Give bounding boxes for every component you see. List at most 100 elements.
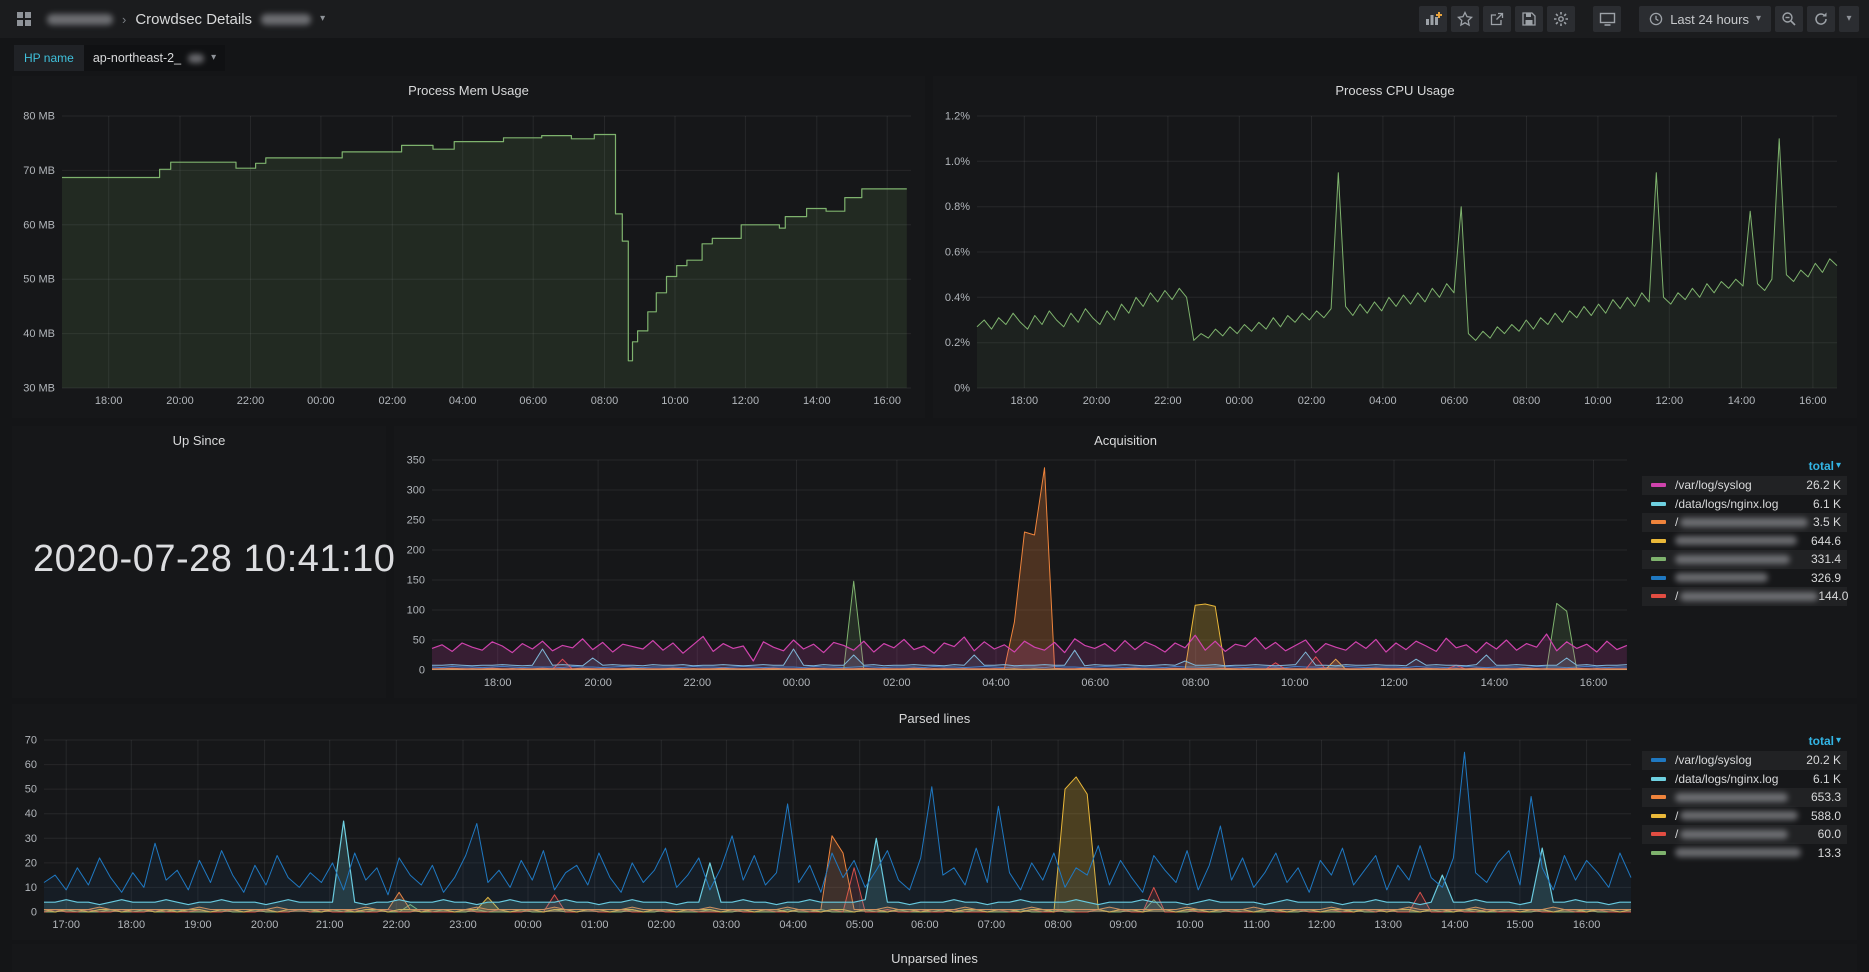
svg-text:50 MB: 50 MB [23,274,55,286]
legend-row[interactable]: 13.3 [1642,844,1847,863]
series-color-swatch [1651,483,1666,487]
panel-process-mem-usage: Process Mem Usage 30 MB40 MB50 MB60 MB70… [12,76,925,418]
legend-row[interactable]: /588.0 [1642,807,1847,826]
svg-text:350: 350 [407,455,425,467]
legend-series-total: 13.3 [1818,846,1841,860]
svg-text:02:00: 02:00 [379,395,407,407]
series-color-swatch [1651,814,1666,818]
cpu-chart[interactable]: 0%0.2%0.4%0.6%0.8%1.0%1.2%18:0020:0022:0… [937,104,1851,414]
svg-text:0%: 0% [954,383,970,395]
svg-text:14:00: 14:00 [1481,677,1509,689]
parsed-lines-chart[interactable]: 01020304050607017:0018:0019:0020:0021:00… [16,730,1639,938]
legend-series-total: 653.3 [1811,790,1841,804]
share-button[interactable] [1483,6,1511,32]
svg-text:250: 250 [407,515,425,527]
dashboard-title[interactable]: Crowdsec Details [135,11,252,28]
panel-title-parsed[interactable]: Parsed lines [12,711,1857,726]
svg-text:04:00: 04:00 [449,395,477,407]
svg-text:100: 100 [407,605,425,617]
legend-row[interactable]: /60.0 [1642,825,1847,844]
panel-title-cpu[interactable]: Process CPU Usage [933,83,1857,98]
svg-text:00:00: 00:00 [307,395,335,407]
svg-text:70: 70 [25,735,37,747]
panel-title-mem[interactable]: Process Mem Usage [12,83,925,98]
legend-row[interactable]: /144.0 [1642,587,1847,606]
svg-text:21:00: 21:00 [316,919,344,931]
legend-row[interactable]: /data/logs/nginx.log6.1 K [1642,770,1847,789]
legend-sort-header[interactable]: total▾ [1642,734,1847,751]
svg-text:40 MB: 40 MB [23,328,55,340]
time-range-label: Last 24 hours [1670,12,1749,27]
zoom-out-button[interactable] [1775,6,1803,32]
svg-text:40: 40 [25,808,37,820]
svg-text:16:00: 16:00 [873,395,901,407]
panel-title-unparsed[interactable]: Unparsed lines [12,951,1857,966]
svg-text:60: 60 [25,759,37,771]
svg-text:00:00: 00:00 [514,919,542,931]
svg-text:0.4%: 0.4% [945,292,970,304]
dashboard-caret-icon[interactable]: ▾ [320,14,325,24]
svg-text:10: 10 [25,882,37,894]
svg-text:06:00: 06:00 [519,395,547,407]
variable-value: ap-northeast-2_ [93,51,181,65]
legend-row[interactable]: 326.9 [1642,569,1847,588]
series-color-swatch [1651,576,1666,580]
legend-row[interactable]: /var/log/syslog26.2 K [1642,476,1847,495]
legend-series-label-redacted: / [1675,589,1818,603]
legend-row[interactable]: 644.6 [1642,532,1847,551]
svg-text:10:00: 10:00 [1176,919,1204,931]
cycle-view-button[interactable] [1593,6,1621,32]
svg-text:12:00: 12:00 [732,395,760,407]
svg-text:150: 150 [407,575,425,587]
svg-text:22:00: 22:00 [237,395,265,407]
panel-title-acquisition[interactable]: Acquisition [394,433,1857,448]
save-button[interactable] [1515,6,1543,32]
svg-text:10:00: 10:00 [1584,395,1612,407]
legend-row[interactable]: /var/log/syslog20.2 K [1642,751,1847,770]
variable-value-redacted [188,54,204,63]
svg-text:23:00: 23:00 [449,919,477,931]
svg-text:09:00: 09:00 [1109,919,1137,931]
refresh-button[interactable] [1807,6,1835,32]
refresh-interval-caret[interactable]: ▾ [1839,6,1859,32]
legend-row[interactable]: /data/logs/nginx.log6.1 K [1642,495,1847,514]
settings-button[interactable] [1547,6,1575,32]
variable-caret-icon: ▾ [211,53,216,63]
navbar: › Crowdsec Details ▾ Last 24 hours ▾ [0,0,1869,38]
acquisition-chart[interactable]: 05010015020025030035018:0020:0022:0000:0… [398,452,1635,696]
svg-text:15:00: 15:00 [1506,919,1534,931]
legend-series-label-redacted [1675,573,1768,582]
series-color-swatch [1651,557,1666,561]
legend-sort-header[interactable]: total▾ [1642,459,1847,476]
time-picker[interactable]: Last 24 hours ▾ [1639,6,1771,32]
svg-text:300: 300 [407,485,425,497]
add-panel-button[interactable] [1419,6,1447,32]
svg-text:06:00: 06:00 [911,919,939,931]
panel-title-upsince[interactable]: Up Since [12,433,386,448]
legend-series-total: 6.1 K [1813,772,1841,786]
clock-icon [1649,12,1663,26]
svg-text:0: 0 [31,907,37,919]
legend-row[interactable]: 331.4 [1642,550,1847,569]
legend-series-label: /var/log/syslog [1675,753,1752,767]
svg-text:08:00: 08:00 [591,395,619,407]
svg-text:01:00: 01:00 [581,919,609,931]
svg-text:50: 50 [413,635,425,647]
variable-value-dropdown[interactable]: ap-northeast-2_ ▾ [84,45,225,71]
legend-row[interactable]: /3.5 K [1642,513,1847,532]
star-button[interactable] [1451,6,1479,32]
mem-chart[interactable]: 30 MB40 MB50 MB60 MB70 MB80 MB18:0020:00… [16,104,919,414]
legend-series-label: /var/log/syslog [1675,478,1752,492]
svg-text:18:00: 18:00 [1011,395,1039,407]
svg-text:16:00: 16:00 [1799,395,1827,407]
svg-text:20:00: 20:00 [1083,395,1111,407]
svg-text:07:00: 07:00 [978,919,1006,931]
svg-text:14:00: 14:00 [803,395,831,407]
series-color-swatch [1651,851,1666,855]
svg-text:08:00: 08:00 [1182,677,1210,689]
svg-text:0: 0 [419,665,425,677]
svg-text:02:00: 02:00 [883,677,911,689]
apps-grid-icon[interactable] [10,6,38,32]
svg-text:22:00: 22:00 [684,677,712,689]
legend-row[interactable]: 653.3 [1642,788,1847,807]
